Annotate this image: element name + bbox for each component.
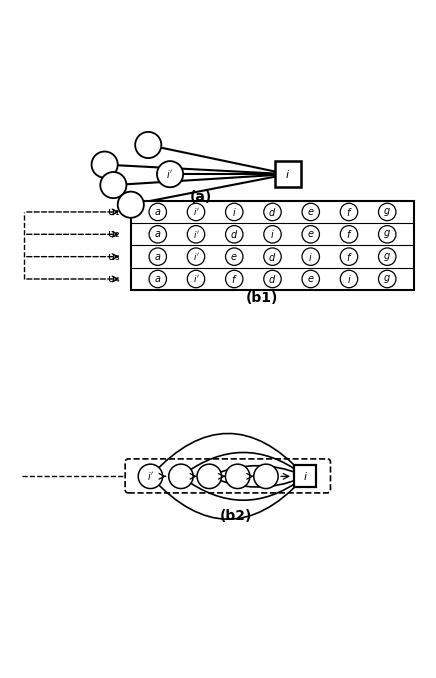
Text: u₁: u₁ [108, 207, 120, 217]
FancyBboxPatch shape [125, 459, 330, 493]
Text: $g$: $g$ [383, 228, 391, 240]
Text: $i'$: $i'$ [167, 168, 174, 180]
Circle shape [92, 151, 118, 178]
Circle shape [187, 203, 205, 220]
FancyArrowPatch shape [152, 479, 302, 519]
Circle shape [149, 226, 167, 243]
Circle shape [187, 248, 205, 265]
Circle shape [187, 226, 205, 243]
Circle shape [340, 226, 358, 243]
Circle shape [169, 464, 193, 489]
Circle shape [302, 203, 320, 220]
Circle shape [302, 226, 320, 243]
Text: $a$: $a$ [154, 207, 161, 217]
Text: $d$: $d$ [269, 251, 276, 262]
Text: $g$: $g$ [383, 273, 391, 285]
Text: $e$: $e$ [231, 252, 238, 262]
Circle shape [264, 248, 281, 265]
Text: $f$: $f$ [346, 206, 352, 218]
Text: $i'$: $i'$ [193, 207, 199, 218]
Text: u₃: u₃ [108, 252, 120, 262]
Circle shape [254, 464, 278, 489]
Text: $i'$: $i'$ [193, 273, 199, 285]
Text: $g$: $g$ [383, 206, 391, 218]
Circle shape [225, 203, 243, 220]
Circle shape [149, 271, 167, 287]
Text: $g$: $g$ [383, 251, 391, 262]
Circle shape [135, 132, 161, 158]
Circle shape [157, 161, 183, 187]
Text: (a): (a) [189, 191, 212, 204]
Text: $d$: $d$ [269, 273, 276, 285]
Circle shape [118, 192, 144, 218]
Text: $i$: $i$ [232, 206, 237, 218]
FancyArrowPatch shape [152, 433, 302, 475]
Circle shape [197, 464, 221, 489]
Circle shape [225, 226, 243, 243]
Circle shape [340, 271, 358, 287]
Text: $i$: $i$ [270, 228, 275, 240]
Circle shape [149, 203, 167, 220]
Text: $i$: $i$ [308, 251, 313, 262]
Text: $f$: $f$ [346, 228, 352, 240]
Circle shape [138, 464, 163, 489]
Text: $i$: $i$ [347, 273, 351, 285]
Bar [131, 201, 414, 290]
Text: $d$: $d$ [269, 206, 276, 218]
Text: $a$: $a$ [154, 274, 161, 284]
Text: u₂: u₂ [108, 229, 120, 239]
Circle shape [378, 271, 396, 287]
Circle shape [149, 248, 167, 265]
Text: $d$: $d$ [230, 228, 238, 240]
Circle shape [340, 203, 358, 220]
FancyBboxPatch shape [294, 465, 316, 487]
Text: $i$: $i$ [285, 168, 290, 180]
Circle shape [378, 248, 396, 265]
Text: $a$: $a$ [154, 252, 161, 262]
Circle shape [187, 271, 205, 287]
Text: $i$: $i$ [303, 471, 308, 482]
Text: $e$: $e$ [307, 229, 314, 239]
FancyArrowPatch shape [183, 478, 301, 500]
Circle shape [378, 226, 396, 243]
Circle shape [225, 271, 243, 287]
FancyArrowPatch shape [212, 466, 301, 475]
Text: $f$: $f$ [346, 251, 352, 262]
FancyArrowPatch shape [212, 477, 301, 487]
Circle shape [264, 203, 281, 220]
Circle shape [264, 226, 281, 243]
Text: $a$: $a$ [154, 229, 161, 239]
Circle shape [100, 172, 126, 198]
Text: $i'$: $i'$ [147, 471, 154, 482]
Text: (b2): (b2) [219, 508, 252, 523]
Text: (b1): (b1) [245, 291, 278, 304]
FancyArrowPatch shape [183, 452, 301, 475]
Text: $e$: $e$ [307, 207, 314, 217]
Text: u₄: u₄ [108, 274, 120, 284]
Circle shape [225, 248, 243, 265]
Text: $e$: $e$ [307, 274, 314, 284]
Circle shape [302, 271, 320, 287]
Text: $i'$: $i'$ [193, 228, 199, 240]
Circle shape [340, 248, 358, 265]
Circle shape [264, 271, 281, 287]
Circle shape [225, 464, 250, 489]
Text: $f$: $f$ [231, 273, 238, 285]
Circle shape [302, 248, 320, 265]
Text: $i'$: $i'$ [193, 251, 199, 262]
FancyBboxPatch shape [275, 161, 301, 187]
Circle shape [378, 203, 396, 220]
